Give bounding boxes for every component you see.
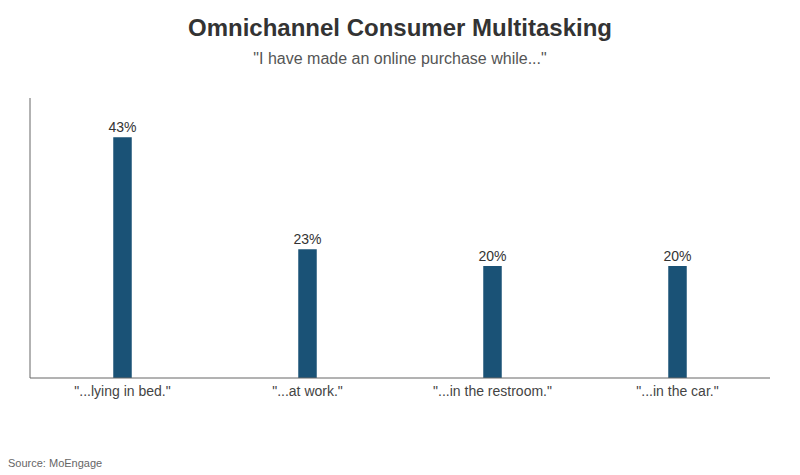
svg-text:"...in the car.": "...in the car." <box>636 383 718 399</box>
svg-text:20%: 20% <box>663 248 691 264</box>
svg-text:43%: 43% <box>108 119 136 135</box>
svg-text:20%: 20% <box>478 248 506 264</box>
html-text:Source: MoEngage: Source: MoEngage <box>8 457 103 469</box>
html-text:"I have made an online purchas: "I have made an online purchase while...… <box>253 50 547 67</box>
svg-text:23%: 23% <box>293 231 321 247</box>
svg-text:"...lying in bed.": "...lying in bed." <box>74 383 170 399</box>
html-text:Omnichannel Consumer Multitask: Omnichannel Consumer Multitasking <box>188 14 612 41</box>
svg-text:"...in the restroom.": "...in the restroom." <box>433 383 552 399</box>
svg-text:"...at work.": "...at work." <box>272 383 343 399</box>
